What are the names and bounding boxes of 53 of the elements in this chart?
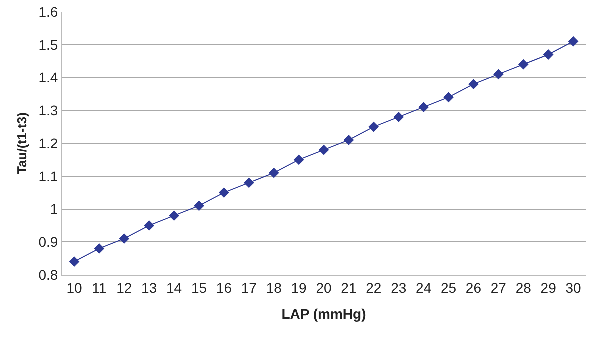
point [218, 188, 230, 198]
point [493, 69, 504, 80]
x-tick-label: 16 [216, 280, 232, 296]
x-tick-label: 26 [466, 280, 482, 296]
point [444, 92, 454, 103]
x-tick-label: 22 [366, 280, 382, 296]
point [144, 220, 155, 231]
point [244, 178, 254, 188]
y-tick-label: 1.2 [38, 135, 58, 152]
x-tick-label: 12 [116, 280, 132, 296]
x-tick-label: 25 [440, 280, 457, 296]
x-tick-label: 27 [490, 280, 507, 296]
point [169, 210, 180, 222]
y-tick-label: 0.8 [38, 266, 58, 283]
point [294, 154, 304, 166]
x-tick-label: 17 [241, 280, 258, 296]
point [394, 112, 404, 122]
point [194, 200, 204, 212]
point [368, 122, 380, 132]
x-axis-title: LAP (mmHg) [282, 306, 366, 322]
x-tick-label: 15 [191, 280, 208, 296]
point [418, 102, 430, 113]
y-tick-label: 1.6 [38, 4, 58, 20]
y-tick-label: 1.3 [38, 102, 58, 119]
point [543, 50, 554, 60]
x-tick-label: 11 [92, 280, 107, 296]
x-tick-label: 10 [66, 280, 82, 296]
y-tick-label: 1.1 [38, 168, 58, 184]
point [518, 59, 529, 70]
y-tick-label: 1 [50, 201, 58, 218]
point [344, 135, 354, 146]
x-tick-label: 30 [566, 280, 582, 296]
y-tick-label: 1.4 [38, 70, 58, 86]
x-tick-label: 18 [266, 280, 282, 296]
x-tick-label: 14 [166, 280, 182, 296]
x-tick-label: 20 [316, 280, 332, 296]
x-tick-label: 19 [291, 280, 308, 296]
y-axis-title: Tau/(t1-t3) [14, 112, 30, 174]
point [94, 244, 105, 254]
point [119, 234, 130, 244]
x-tick-label: 28 [516, 280, 532, 296]
point [568, 36, 579, 47]
x-tick-label: 24 [416, 280, 432, 296]
point [318, 144, 330, 156]
point [69, 256, 80, 268]
y-tick-label: 0.9 [38, 234, 58, 250]
y-tick-label: 1.5 [38, 36, 58, 53]
x-tick-label: 13 [142, 280, 158, 296]
point [268, 168, 280, 178]
x-tick-label: 29 [540, 280, 557, 296]
x-tick-label: 21 [341, 280, 357, 296]
x-tick-label: 23 [391, 280, 407, 296]
point [468, 79, 479, 90]
